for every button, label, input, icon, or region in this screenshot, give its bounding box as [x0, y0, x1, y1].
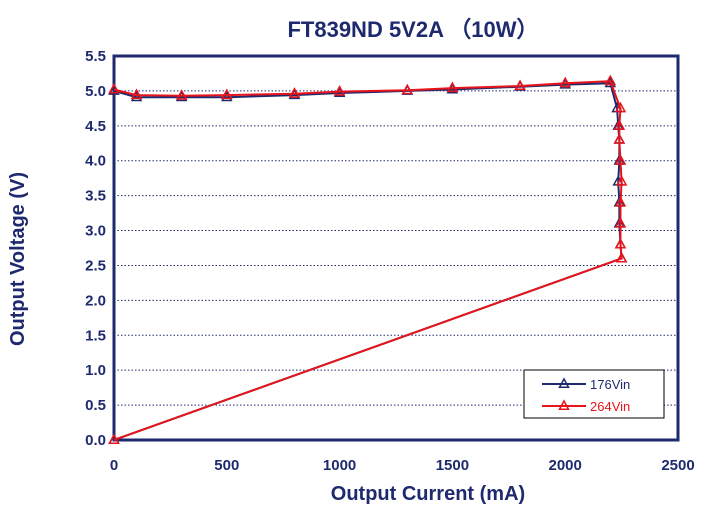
data-point-triangle: [446, 81, 459, 93]
y-tick-label: 5.0: [85, 83, 106, 100]
data-point-triangle: [604, 74, 617, 86]
data-point-triangle: [615, 175, 628, 186]
y-tick-labels: 0.0 0.5 1.0 1.5 2.0 2.5 3.0 3.5 4.0 4.5 5.0 5.5: [85, 48, 106, 449]
data-point-triangle: [614, 154, 627, 165]
x-tick-label: 2500: [661, 457, 694, 474]
data-point-triangle: [559, 76, 571, 88]
y-tick-label: 4.0: [85, 153, 106, 170]
data-point-triangle: [401, 83, 414, 95]
y-tick-label: 2.5: [85, 257, 106, 274]
data-point-triangle: [613, 119, 626, 130]
data-point-triangle: [614, 196, 627, 207]
data-point-triangle: [614, 237, 627, 249]
x-tick-label: 1500: [436, 457, 469, 474]
series-line-264Vin: [113, 80, 623, 441]
data-point-triangle: [221, 88, 233, 100]
data-point-triangle: [615, 251, 628, 263]
x-tick-label: 1000: [323, 457, 356, 474]
data-point-triangle: [288, 87, 301, 98]
data-point-triangle: [221, 90, 233, 102]
data-point-triangle: [333, 85, 346, 96]
y-tick-label: 0.0: [85, 432, 106, 449]
y-tick-label: 1.5: [85, 327, 106, 344]
y-axis-label: Output Voltage (V): [7, 172, 29, 346]
data-point-triangle: [614, 216, 627, 228]
legend-box: [523, 369, 665, 419]
y-tick-label: 5.5: [85, 48, 106, 65]
legend-swatch-triangle: [558, 399, 570, 410]
data-point-triangle: [130, 88, 143, 100]
legend: 176Vin 264Vin: [523, 369, 665, 419]
data-point-triangle: [514, 79, 526, 91]
legend-label: 264Vin: [590, 399, 630, 414]
legend-swatch-triangle: [558, 377, 570, 388]
chart-title: FT839ND 5V2A （10W）: [287, 17, 538, 42]
data-point-triangle: [130, 90, 143, 102]
y-tick-label: 4.5: [85, 118, 106, 135]
y-tick-label: 3.0: [85, 223, 106, 240]
x-tick-label: 500: [214, 457, 239, 474]
x-axis-label: Output Current (mA): [331, 483, 525, 505]
y-tick-label: 1.0: [85, 362, 106, 379]
data-point-triangle: [614, 101, 627, 113]
data-point-triangle: [175, 89, 188, 100]
x-tick-label: 2000: [549, 457, 582, 474]
data-point-triangle: [613, 133, 626, 144]
plot-area-frame: [112, 54, 680, 442]
y-tick-label: 2.0: [85, 292, 106, 309]
x-tick-labels: 0 500 1000 1500 2000 2500: [110, 457, 695, 474]
series-layer: [108, 74, 628, 444]
legend-label: 176Vin: [590, 377, 630, 392]
x-tick-label: 0: [110, 457, 118, 474]
data-point-triangle: [108, 82, 120, 94]
data-point-triangle: [108, 433, 120, 444]
y-tick-label: 0.5: [85, 397, 106, 414]
data-point-triangle: [604, 76, 617, 88]
series-264Vin: [108, 74, 628, 444]
gridlines: [114, 90, 678, 406]
y-tick-label: 3.5: [85, 188, 106, 205]
